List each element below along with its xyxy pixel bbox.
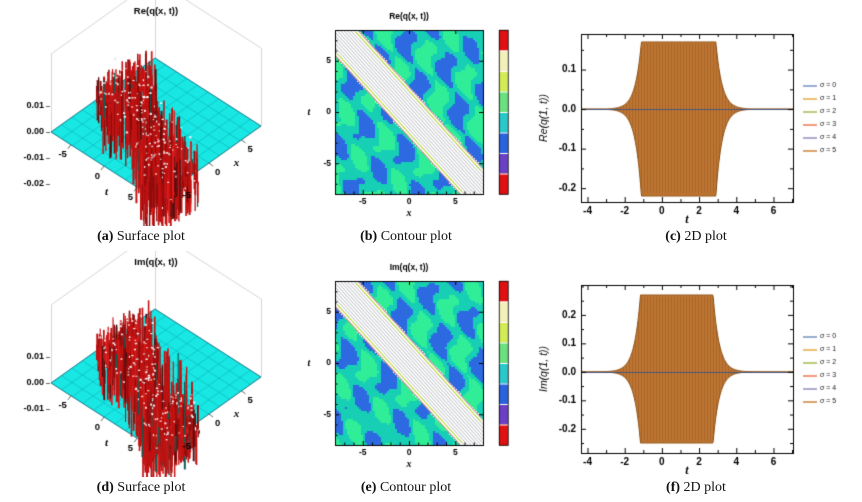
caption-c-text: 2D plot bbox=[684, 229, 727, 244]
caption-a: (a) Surface plot bbox=[97, 227, 185, 247]
caption-e-label: (e) bbox=[360, 480, 377, 495]
caption-e: (e) Contour plot bbox=[361, 478, 451, 498]
caption-f: (f) 2D plot bbox=[666, 478, 726, 498]
panel-e: (e) Contour plot bbox=[282, 251, 530, 502]
panel-f: (f) 2D plot bbox=[530, 251, 862, 502]
contour-plot-im-canvas bbox=[289, 251, 523, 477]
panel-c: (c) 2D plot bbox=[530, 0, 862, 251]
contour-plot-re-canvas bbox=[289, 0, 523, 226]
caption-f-label: (f) bbox=[666, 480, 681, 495]
caption-d: (d) Surface plot bbox=[97, 478, 186, 498]
caption-b-label: (b) bbox=[360, 229, 378, 244]
panel-b: (b) Contour plot bbox=[282, 0, 530, 251]
caption-b: (b) Contour plot bbox=[360, 227, 452, 247]
caption-a-text: Surface plot bbox=[116, 229, 185, 244]
caption-c-label: (c) bbox=[665, 229, 681, 244]
caption-b-text: Contour plot bbox=[380, 229, 452, 244]
caption-d-text: Surface plot bbox=[117, 480, 186, 495]
caption-a-label: (a) bbox=[97, 229, 114, 244]
caption-e-text: Contour plot bbox=[379, 480, 452, 495]
caption-f-text: 2D plot bbox=[683, 480, 726, 495]
panel-d: (d) Surface plot bbox=[0, 251, 282, 502]
panel-a: (a) Surface plot bbox=[0, 0, 282, 251]
surface-plot-im-canvas bbox=[3, 251, 279, 477]
caption-c: (c) 2D plot bbox=[665, 227, 726, 247]
2d-plot-re-canvas bbox=[531, 0, 861, 226]
surface-plot-re-canvas bbox=[3, 0, 279, 226]
2d-plot-im-canvas bbox=[531, 251, 861, 477]
caption-d-label: (d) bbox=[96, 480, 114, 495]
